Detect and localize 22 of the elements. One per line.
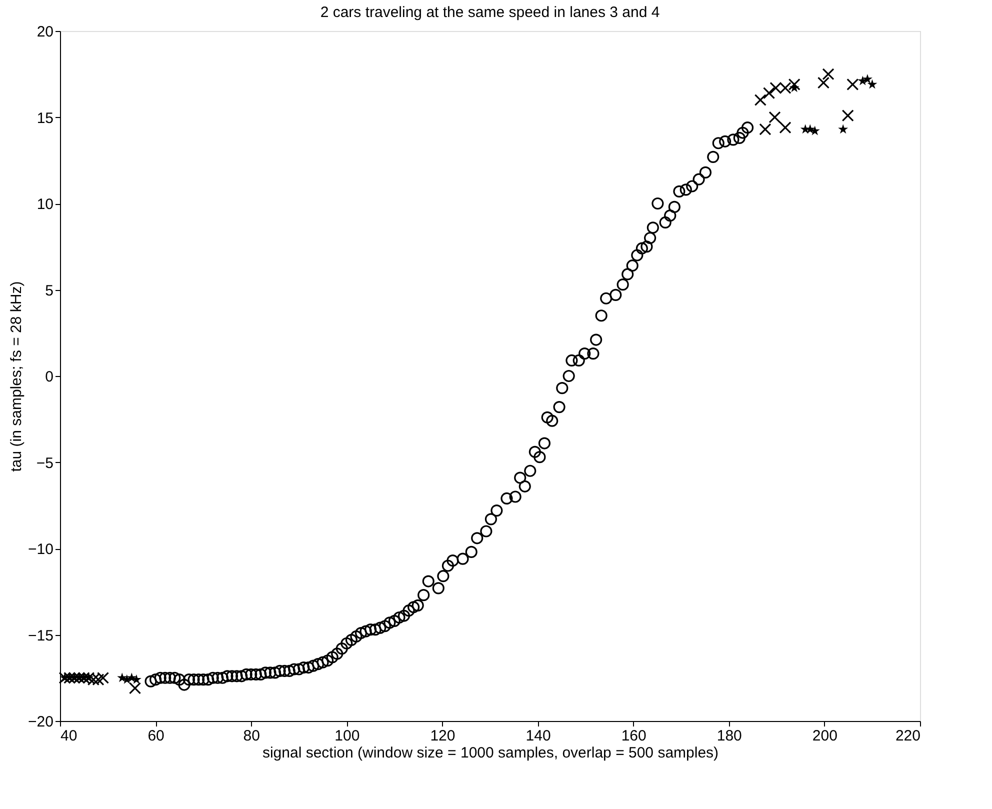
y-tick-label: 10 bbox=[36, 196, 54, 213]
x-tick-label: 180 bbox=[716, 728, 742, 744]
x-tick-label: 120 bbox=[430, 728, 456, 744]
x-tick-label: 220 bbox=[895, 728, 920, 744]
x-axis-title: signal section (window size = 1000 samples, overlap = 500 samples) bbox=[262, 744, 719, 762]
x-tick-label: 160 bbox=[621, 728, 646, 744]
y-tick-label: −15 bbox=[28, 627, 54, 644]
y-tick-label: −5 bbox=[36, 454, 54, 472]
y-tick-label: 20 bbox=[36, 24, 54, 40]
y-tick-label: −10 bbox=[28, 541, 54, 558]
x-tick-label: 40 bbox=[60, 728, 78, 744]
x-tick-label: 200 bbox=[812, 728, 838, 744]
y-axis-title: tau (in samples; fs = 28 kHz) bbox=[8, 281, 26, 472]
x-tick-label: 80 bbox=[243, 728, 260, 744]
x-tick-label: 140 bbox=[526, 728, 551, 744]
x-tick-label: 60 bbox=[148, 728, 164, 744]
y-tick-label: 0 bbox=[45, 368, 54, 386]
y-tick-label: −20 bbox=[28, 714, 54, 730]
x-tick-label: 100 bbox=[334, 728, 360, 744]
y-tick-label: 5 bbox=[45, 282, 54, 300]
chart-title: 2 cars traveling at the same speed in lanes 3 and 4 bbox=[320, 4, 660, 21]
y-tick-label: 15 bbox=[36, 110, 54, 127]
